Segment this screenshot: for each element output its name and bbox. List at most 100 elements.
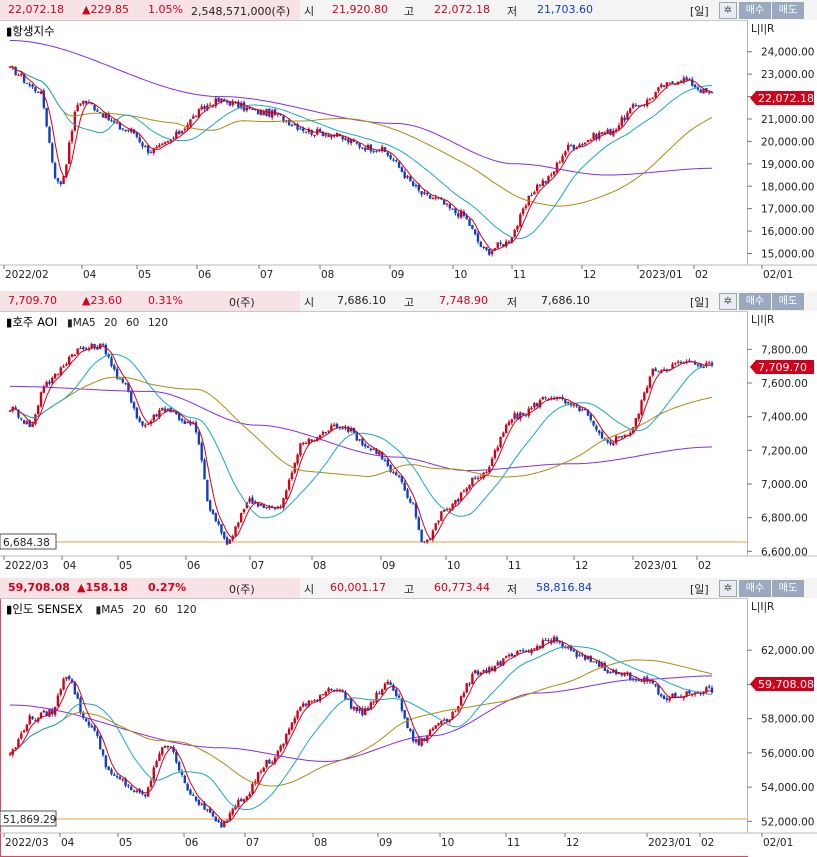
candle-body [696,87,700,90]
candle-body [397,475,401,477]
candle-body [70,354,74,357]
sensex-xtick-1: 04 [61,837,75,849]
candle-body [70,131,74,142]
candle-body [307,700,311,707]
candle-body [287,728,291,735]
candle-body [234,806,237,810]
candle-body [688,690,691,694]
candle-body [516,413,519,420]
hsi-ytick-3: 21,000.00 [761,114,814,126]
candle-body [31,84,34,87]
candle-body [392,159,395,161]
hsi-chart-svg[interactable]: L|I|R▮항생지수24,000.0023,000.0022,000.0021,… [0,20,817,289]
candle-body [575,405,578,407]
candle-body [90,725,93,728]
candle-body [290,124,294,126]
candle-body [220,524,223,533]
candle-body [414,185,418,187]
candle-body [110,769,113,774]
candle-body [268,506,271,509]
hsi-panel[interactable]: 22,072.18 ▲229.85 1.05% 2,548,571,000(주)… [0,0,817,291]
candle-body [17,74,20,76]
candle-body [347,138,350,143]
buy-button[interactable]: 매수 [739,293,771,310]
candle-body [617,436,621,438]
candle-body [682,77,686,83]
sensex-ma120-line [10,675,712,762]
candle-body [318,129,322,132]
candle-body [22,420,26,424]
sensex-lir-toggle[interactable]: L|I|R [751,601,774,613]
candle-body [440,511,443,521]
candle-body [383,683,387,690]
candle-body [395,472,398,476]
candle-body [352,427,356,433]
candle-body [211,812,215,817]
gear-icon[interactable]: ✲ [719,293,737,310]
candle-body [454,710,457,712]
gear-icon[interactable]: ✲ [719,580,737,597]
hsi-current-price: 22,072.18 [758,92,814,105]
candle-body [426,192,429,195]
candle-body [87,348,91,351]
sensex-title: ▮인도 SENSEX [6,602,83,616]
aoi-period[interactable]: [일] [690,296,709,309]
candle-body [110,120,113,122]
aoi-ma-legend-2: 20 [104,317,117,329]
candle-body [251,108,254,110]
hsi-volume: 2,548,571,000(주) [191,5,291,18]
sell-button[interactable]: 매도 [772,580,804,597]
candle-body [366,445,370,448]
sensex-period[interactable]: [일] [690,583,709,596]
buy-button[interactable]: 매수 [739,2,771,19]
sensex-panel[interactable]: 59,708.08 ▲158.18 0.27% 0(주) 시 60,001.17… [0,578,817,857]
candle-body [149,152,153,154]
aoi-lir-toggle[interactable]: L|I|R [751,314,774,326]
candle-body [175,751,178,763]
buy-button[interactable]: 매수 [739,580,771,597]
sensex-xtick-9: 12 [566,837,579,849]
candle-body [73,682,77,695]
candle-body [28,715,31,725]
candle-body [423,541,426,543]
candle-body [268,759,271,764]
candle-body [127,785,130,787]
sell-button[interactable]: 매도 [772,293,804,310]
candle-body [564,399,567,404]
candle-body [634,104,638,106]
candle-body [465,683,468,693]
aoi-ytick-2: 7,400.00 [761,412,808,424]
candle-body [623,673,626,676]
candle-body [657,371,660,373]
hsi-period[interactable]: [일] [690,5,709,18]
candle-body [127,382,130,392]
candle-body [42,386,46,393]
hsi-lir-toggle[interactable]: L|I|R [751,23,774,35]
candle-body [22,73,26,83]
candle-body [411,730,415,742]
candle-body [118,122,122,130]
candle-body [25,82,29,84]
candle-body [231,808,234,815]
candle-body [507,241,511,243]
aoi-chart-svg[interactable]: L|I|R ▮호주 AOI ▮MA 5 20 60 120 7,800.00 7,600.00 7… [0,311,817,580]
candle-body [327,430,330,432]
candle-body [516,225,519,230]
aoi-xtick-0: 2022/03 [5,560,49,572]
candle-body [211,105,215,107]
gear-icon[interactable]: ✲ [719,2,737,19]
candle-body [302,703,305,707]
candle-body [693,362,697,365]
candle-body [674,84,677,86]
aoi-panel[interactable]: 7,709.70 ▲23.60 0.31% 0(주) 시 7,686.10 고 … [0,291,817,580]
sensex-ma5-line [9,639,713,824]
sell-button[interactable]: 매도 [772,2,804,19]
aoi-current-price-box [756,360,814,374]
candle-body [555,637,559,642]
candle-body [437,723,440,726]
candle-body [665,369,669,371]
sensex-candles [8,634,714,828]
candle-body [561,156,564,163]
sensex-chart-svg[interactable]: L|I|R▮인도 SENSEX▮MA5206012062,000.0060,00… [0,598,817,857]
aoi-xtick-10: 2023/01 [634,560,678,572]
